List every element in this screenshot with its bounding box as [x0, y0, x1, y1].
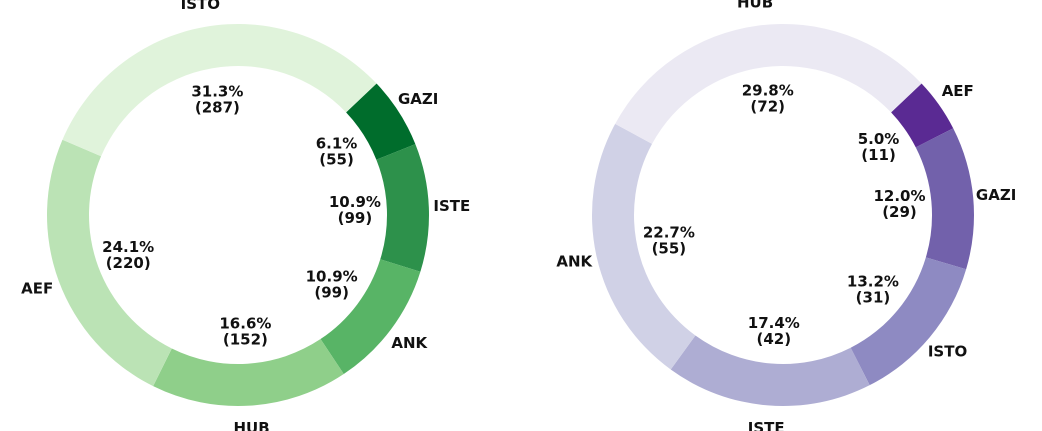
category-label: ISTO — [181, 0, 220, 13]
donut-segment — [891, 83, 954, 148]
value-label: (42) — [757, 330, 792, 348]
donut-segment — [320, 259, 421, 375]
percent-label: 6.1% — [316, 134, 358, 152]
category-label: HUB — [233, 419, 269, 431]
donut-segment — [915, 128, 974, 270]
category-label: ISTE — [433, 197, 470, 215]
value-label: (55) — [652, 239, 687, 257]
donut-segment — [153, 339, 344, 406]
value-label: (11) — [861, 146, 896, 164]
percent-label: 16.6% — [219, 314, 271, 332]
percent-label: 5.0% — [858, 130, 900, 148]
value-label: (55) — [319, 150, 354, 168]
donut-segment — [670, 335, 870, 406]
value-label: (152) — [223, 330, 268, 348]
percent-label: 17.4% — [748, 314, 800, 332]
category-label: ISTO — [928, 342, 967, 360]
value-label: (72) — [750, 98, 785, 116]
category-label: ISTE — [748, 419, 785, 431]
donut-segment — [592, 123, 696, 370]
donut-segment — [46, 139, 172, 387]
percent-label: 31.3% — [191, 82, 243, 100]
donut-segment — [850, 257, 967, 386]
percent-label: 10.9% — [306, 268, 358, 286]
percent-label: 29.8% — [742, 82, 794, 100]
value-label: (220) — [106, 254, 151, 272]
category-label: ANK — [391, 334, 428, 352]
value-label: (29) — [882, 203, 917, 221]
value-label: (287) — [195, 98, 240, 116]
category-label: GAZI — [398, 90, 438, 108]
donut-segment — [346, 83, 416, 160]
percent-label: 12.0% — [873, 187, 925, 205]
percent-label: 24.1% — [102, 238, 154, 256]
donut-segment — [376, 144, 429, 272]
category-label: AEF — [942, 82, 974, 100]
value-label: (99) — [314, 284, 349, 302]
donut-segment — [62, 23, 377, 157]
percent-label: 13.2% — [847, 272, 899, 290]
category-label: ANK — [556, 253, 593, 271]
category-label: HUB — [737, 0, 773, 11]
value-label: (99) — [338, 209, 373, 227]
donut-segment — [615, 23, 922, 144]
percent-label: 22.7% — [643, 223, 695, 241]
percent-label: 10.9% — [329, 193, 381, 211]
value-label: (31) — [856, 288, 891, 306]
category-label: AEF — [21, 279, 53, 297]
category-label: GAZI — [976, 186, 1016, 204]
